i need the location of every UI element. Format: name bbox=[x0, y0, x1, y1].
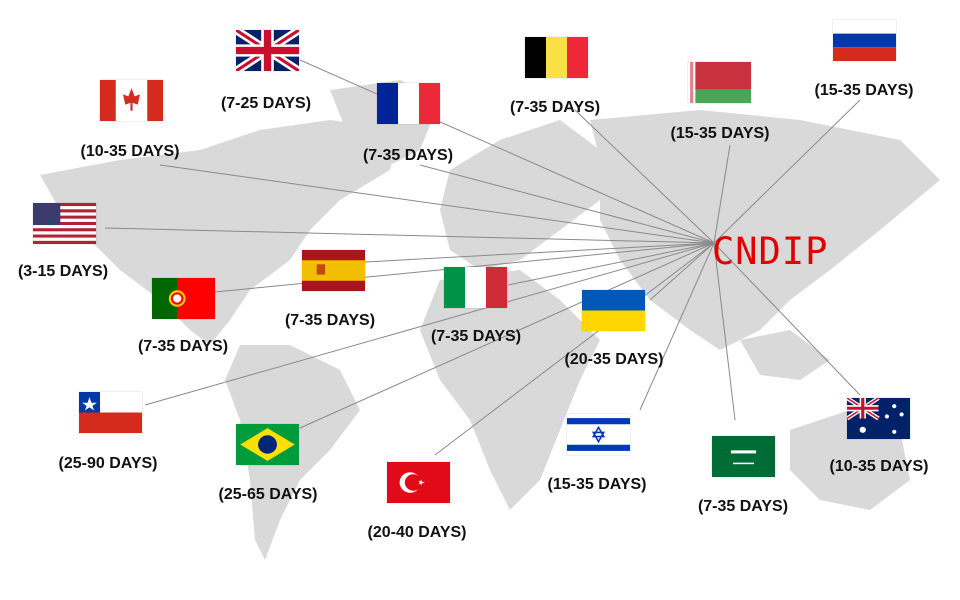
delivery-time-france: (7-35 DAYS) bbox=[362, 147, 454, 164]
delivery-time-russia: (15-35 DAYS) bbox=[814, 82, 914, 99]
flag-usa-icon bbox=[33, 203, 96, 244]
route-line-belarus bbox=[713, 144, 731, 244]
flag-israel-icon bbox=[567, 414, 630, 455]
flag-brazil-icon bbox=[236, 424, 299, 465]
route-line-turkey bbox=[434, 242, 715, 456]
north-america bbox=[40, 120, 400, 345]
route-line-australia bbox=[713, 242, 861, 396]
flag-australia-icon bbox=[847, 398, 910, 439]
delivery-time-portugal: (7-35 DAYS) bbox=[137, 338, 229, 355]
delivery-time-ukraine: (20-35 DAYS) bbox=[564, 351, 664, 368]
delivery-time-usa: (3-15 DAYS) bbox=[17, 263, 109, 280]
flag-ukraine-icon bbox=[582, 290, 645, 331]
route-line-israel bbox=[639, 242, 715, 411]
flag-belarus-icon bbox=[688, 62, 751, 103]
flag-portugal-icon bbox=[152, 278, 215, 319]
route-line-belgium bbox=[574, 109, 715, 244]
delivery-time-brazil: (25-65 DAYS) bbox=[218, 486, 318, 503]
delivery-time-chile: (25-90 DAYS) bbox=[58, 455, 158, 472]
delivery-time-israel: (15-35 DAYS) bbox=[547, 476, 647, 493]
delivery-time-turkey: (20-40 DAYS) bbox=[367, 524, 467, 541]
route-line-italy bbox=[507, 242, 715, 286]
flag-chile-icon bbox=[79, 392, 142, 433]
flag-france-icon bbox=[377, 83, 440, 124]
africa bbox=[420, 270, 600, 510]
route-line-france bbox=[419, 164, 715, 244]
southeast-asia bbox=[740, 330, 830, 380]
route-line-brazil bbox=[299, 242, 715, 429]
delivery-time-spain: (7-35 DAYS) bbox=[284, 312, 376, 329]
flag-russia-icon bbox=[833, 20, 896, 61]
flag-italy-icon bbox=[444, 267, 507, 308]
delivery-time-belarus: (15-35 DAYS) bbox=[670, 125, 770, 142]
route-line-saudi-arabia bbox=[713, 242, 736, 421]
route-line-usa bbox=[104, 227, 715, 244]
flag-saudi-arabia-icon bbox=[712, 436, 775, 477]
route-line-uk bbox=[299, 59, 715, 244]
route-line-ukraine bbox=[649, 242, 715, 301]
flag-canada-icon bbox=[100, 80, 163, 121]
route-lines bbox=[104, 59, 861, 456]
delivery-time-uk: (7-25 DAYS) bbox=[220, 95, 312, 112]
continents bbox=[40, 80, 940, 560]
delivery-time-australia: (10-35 DAYS) bbox=[829, 458, 929, 475]
route-line-spain bbox=[364, 242, 715, 263]
cndip-hub-label: CNDIP bbox=[712, 230, 829, 273]
flag-belgium-icon bbox=[525, 37, 588, 78]
flag-uk-icon bbox=[236, 30, 299, 71]
delivery-time-belgium: (7-35 DAYS) bbox=[509, 99, 601, 116]
route-line-chile bbox=[144, 242, 715, 406]
delivery-time-canada: (10-35 DAYS) bbox=[80, 143, 180, 160]
flag-turkey-icon bbox=[387, 462, 450, 503]
delivery-time-saudi-arabia: (7-35 DAYS) bbox=[697, 498, 789, 515]
flag-spain-icon bbox=[302, 250, 365, 291]
route-line-russia bbox=[713, 99, 861, 244]
europe bbox=[440, 120, 600, 270]
delivery-time-italy: (7-35 DAYS) bbox=[430, 328, 522, 345]
route-line-canada bbox=[159, 164, 715, 244]
asia bbox=[590, 110, 940, 350]
